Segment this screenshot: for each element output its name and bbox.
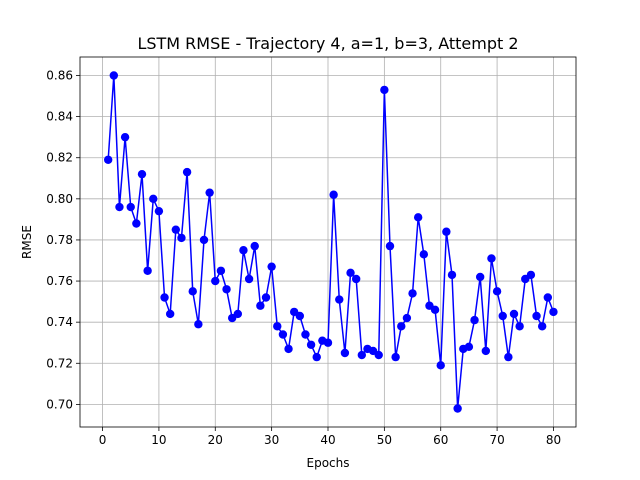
data-point [188, 287, 197, 296]
plot-frame [79, 56, 577, 428]
tick-layer: 0 10 20 30 40 50 60 70 80 0.70 0.72 0.74 0.76 0.78 0.8… [46, 69, 561, 448]
data-point [222, 285, 231, 294]
data-point [165, 309, 175, 319]
data-point [154, 206, 164, 216]
data-point [526, 270, 536, 280]
data-point [504, 352, 513, 362]
data-point [295, 311, 305, 321]
x-tick-label: 40 [320, 433, 335, 447]
data-point [239, 246, 248, 255]
y-tick-label: 0.76 [46, 274, 73, 288]
x-tick-label: 60 [433, 433, 448, 447]
data-point [137, 169, 147, 179]
data-point [487, 254, 496, 263]
x-tick-label: 10 [151, 433, 166, 447]
data-point [509, 309, 519, 319]
data-point [312, 352, 321, 362]
data-point [335, 295, 344, 304]
data-point [109, 71, 119, 80]
data-point [284, 344, 293, 354]
data-point [267, 262, 276, 271]
data-point [103, 155, 113, 164]
data-point [402, 313, 412, 323]
data-point [126, 202, 135, 212]
data-point [273, 322, 282, 331]
x-tick-label: 20 [208, 433, 223, 447]
y-tick-label: 0.74 [46, 315, 73, 329]
data-point [492, 287, 502, 296]
data-point [515, 322, 524, 331]
data-point [115, 202, 124, 212]
y-axis-label: RMSE [20, 225, 34, 259]
x-tick-label: 0 [99, 433, 107, 447]
rmse-series-line [107, 74, 555, 410]
data-point [211, 276, 220, 286]
data-point [430, 305, 440, 315]
data-point [323, 338, 333, 347]
data-point [464, 342, 474, 352]
data-point [543, 293, 553, 302]
y-tick-label: 0.72 [46, 356, 73, 370]
data-point [160, 293, 169, 302]
data-point [374, 350, 383, 360]
y-tick-label: 0.82 [46, 151, 73, 165]
x-tick-label: 50 [377, 433, 392, 447]
data-point [470, 315, 479, 325]
data-point [475, 272, 485, 282]
data-point [391, 352, 400, 362]
data-point [250, 241, 259, 251]
data-point [436, 361, 445, 370]
data-point [481, 346, 491, 356]
data-point [233, 309, 243, 319]
data-point [278, 330, 288, 339]
data-point [216, 266, 226, 275]
y-tick-label: 0.78 [46, 233, 73, 247]
x-tick-label: 70 [489, 433, 504, 447]
y-tick-label: 0.84 [46, 110, 73, 124]
grid-layer [80, 57, 576, 427]
data-point [549, 307, 558, 317]
series-layer [103, 71, 558, 413]
data-point [194, 320, 203, 329]
data-point [340, 348, 350, 358]
data-point [132, 219, 141, 228]
y-tick-label: 0.80 [46, 192, 73, 206]
data-point [357, 350, 367, 360]
data-point [537, 322, 547, 331]
data-point [306, 340, 316, 349]
data-point [380, 85, 389, 95]
data-point [329, 190, 338, 199]
data-point [244, 274, 254, 284]
data-point [301, 330, 310, 339]
data-point [171, 225, 181, 234]
x-axis-label: Epochs [307, 456, 350, 470]
y-tick-label: 0.70 [46, 397, 73, 411]
data-point [397, 322, 406, 331]
y-tick-label: 0.86 [46, 69, 73, 83]
data-point [205, 188, 214, 197]
data-point [408, 289, 417, 298]
data-point [177, 233, 186, 243]
data-point [261, 293, 271, 302]
data-point [447, 270, 457, 280]
data-point [182, 167, 192, 177]
data-point [498, 311, 507, 321]
x-tick-label: 80 [546, 433, 561, 447]
data-point [149, 194, 158, 204]
data-point [453, 404, 462, 413]
data-point [346, 268, 355, 278]
x-tick-label: 30 [264, 433, 279, 447]
chart-title: LSTM RMSE - Trajectory 4, a=1, b=3, Atte… [137, 34, 518, 53]
data-point [385, 241, 395, 251]
data-point [120, 132, 130, 142]
data-point [199, 235, 209, 245]
data-point [143, 266, 152, 275]
data-point [442, 227, 451, 236]
data-point [532, 311, 541, 321]
data-point [419, 250, 429, 259]
data-point [413, 213, 423, 222]
data-point [256, 301, 265, 310]
data-point [351, 274, 361, 284]
